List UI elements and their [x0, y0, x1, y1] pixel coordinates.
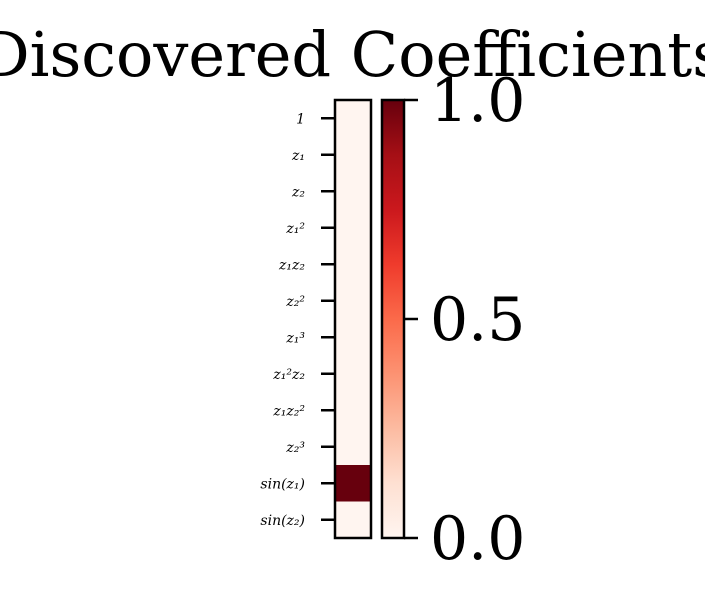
- row-label: sin(z₁): [260, 476, 305, 492]
- heatmap-cell: [335, 428, 371, 466]
- heatmap-cell: [335, 100, 371, 137]
- row-label: z₂: [291, 184, 305, 200]
- heatmap-cell: [335, 465, 371, 502]
- row-labels: 1z₁z₂z₁²z₁z₂z₂²z₁³z₁²z₂z₁z₂²z₂³sin(z₁)si…: [260, 111, 305, 529]
- colorbar-tick-label: 0.5: [430, 285, 525, 355]
- heatmap-cell: [335, 501, 371, 539]
- row-label: z₁²z₂: [272, 367, 305, 383]
- colorbar-ticks: 0.0 0.5 1.0: [404, 66, 525, 574]
- heatmap-cell: [335, 209, 371, 247]
- row-label: z₁z₂²: [272, 403, 305, 419]
- colorbar: [380, 98, 406, 540]
- row-label: z₁z₂: [278, 257, 305, 273]
- heatmap-cell: [335, 392, 371, 429]
- row-label: 1: [296, 111, 305, 127]
- row-label: z₁³: [285, 330, 305, 346]
- heatmap-column: [321, 100, 371, 539]
- row-label: z₂²: [285, 294, 305, 310]
- heatmap-cell: [335, 355, 371, 393]
- row-label: z₁²: [285, 221, 305, 237]
- colorbar-tick-label: 1.0: [430, 66, 525, 136]
- heatmap-cell: [335, 246, 371, 283]
- heatmap-cell: [335, 136, 371, 174]
- row-label: z₂³: [285, 440, 305, 456]
- chart-title: Discovered Coefficients: [0, 18, 705, 91]
- colorbar-tick-label: 0.0: [430, 504, 525, 574]
- row-label: sin(z₂): [260, 513, 305, 529]
- heatmap-cell: [335, 173, 371, 210]
- heatmap-frame: [333, 98, 373, 540]
- heatmap-cell: [335, 282, 371, 320]
- heatmap-cell: [335, 319, 371, 356]
- row-label: z₁: [291, 148, 305, 164]
